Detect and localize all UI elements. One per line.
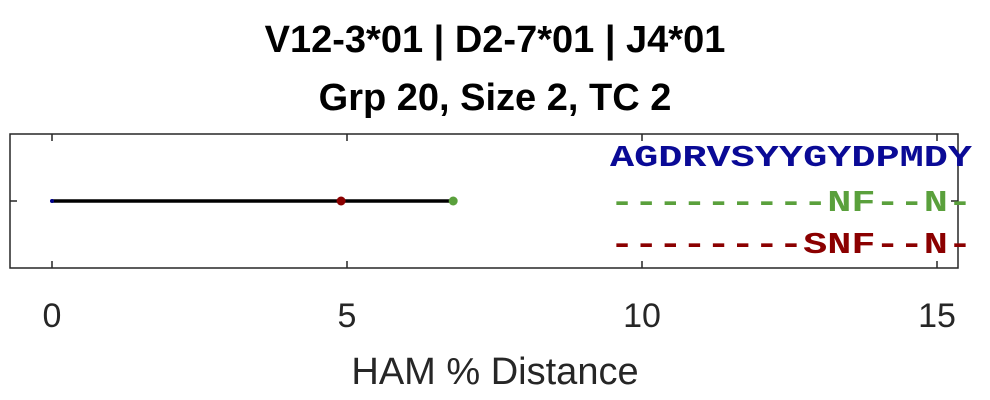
x-axis: 0 5 10 15 bbox=[10, 134, 958, 335]
data-point bbox=[448, 196, 458, 206]
x-tick-label: 10 bbox=[623, 297, 661, 335]
plot-area bbox=[50, 196, 458, 206]
sequence-row: --------SNF--N- bbox=[610, 228, 972, 263]
data-point bbox=[50, 199, 54, 203]
sequence-row: ---------NF--N- bbox=[610, 186, 972, 221]
sequence-alignment: AGDRVSYYGYDPMDY ---------NF--N- --------SN… bbox=[610, 141, 973, 263]
chart-title-line-2: Grp 20, Size 2, TC 2 bbox=[319, 77, 672, 119]
sequence-row: AGDRVSYYGYDPMDY bbox=[610, 141, 973, 176]
x-tick-label: 5 bbox=[338, 297, 357, 335]
x-tick-label: 15 bbox=[918, 297, 956, 335]
data-point bbox=[336, 196, 346, 206]
x-axis-label: HAM % Distance bbox=[351, 351, 638, 393]
x-tick-label: 0 bbox=[43, 297, 62, 335]
chart-title-line-1: V12-3*01 | D2-7*01 | J4*01 bbox=[265, 19, 726, 61]
